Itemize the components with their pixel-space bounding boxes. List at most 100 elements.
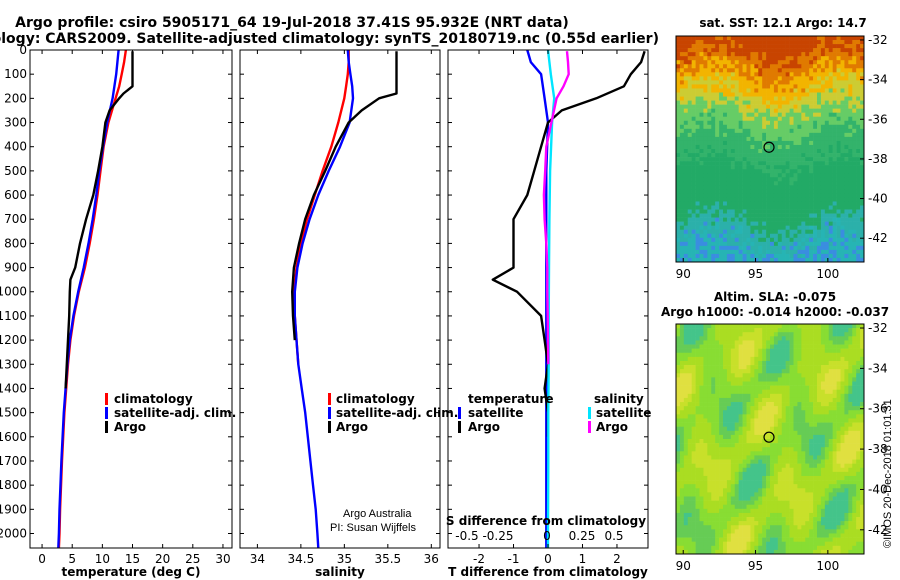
map-cell xyxy=(781,213,786,218)
map-cell xyxy=(695,40,700,45)
map-cell xyxy=(856,140,861,146)
map-cell xyxy=(817,124,822,130)
map-cell xyxy=(817,217,822,222)
map-cell xyxy=(723,488,728,493)
map-cell xyxy=(758,332,763,337)
map-cell xyxy=(762,257,767,263)
map-cell xyxy=(683,402,689,407)
y-tick-label: 600 xyxy=(4,188,27,202)
map-cell xyxy=(754,36,759,41)
map-cell xyxy=(856,100,861,105)
map-cell xyxy=(844,447,849,452)
map-cell xyxy=(824,173,830,178)
map-cell xyxy=(746,40,751,45)
map-cell xyxy=(817,213,822,218)
map-cell xyxy=(762,181,767,186)
map-cell xyxy=(766,213,771,218)
map-cell xyxy=(758,100,763,105)
map-cell xyxy=(766,80,771,85)
map-cell xyxy=(676,80,681,85)
map-cell xyxy=(817,221,822,226)
map-cell xyxy=(770,451,775,456)
map-cell xyxy=(691,205,696,210)
map-cell xyxy=(844,492,849,497)
map-cell xyxy=(777,233,783,239)
map-cell xyxy=(687,161,692,166)
map-cell xyxy=(836,237,841,243)
map-cell xyxy=(762,169,767,174)
map-cell xyxy=(726,108,732,113)
map-cell xyxy=(820,177,826,182)
map-cell xyxy=(840,249,845,255)
map-cell xyxy=(770,422,775,427)
map-cell xyxy=(703,332,708,337)
map-cell xyxy=(805,84,810,89)
map-cell xyxy=(726,430,732,436)
map-cell xyxy=(836,197,841,202)
map-cell xyxy=(789,463,794,469)
map-cell xyxy=(836,225,841,231)
map-cell xyxy=(840,221,845,226)
map-cell xyxy=(793,365,798,370)
map-cell xyxy=(719,365,724,370)
map-cell xyxy=(848,480,853,485)
map-cell xyxy=(734,116,739,122)
map-cell xyxy=(777,237,783,243)
map-cell xyxy=(856,213,861,218)
map-cell xyxy=(691,108,696,113)
map-cell xyxy=(734,447,739,452)
map-cell xyxy=(723,402,728,407)
map-cell xyxy=(852,64,857,69)
map-cell xyxy=(789,451,794,456)
map-cell xyxy=(683,332,689,337)
map-cell xyxy=(699,348,704,354)
map-cell xyxy=(777,348,783,354)
map-cell xyxy=(734,352,739,358)
map-cell xyxy=(699,430,704,436)
map-cell xyxy=(836,112,841,118)
map-cell xyxy=(754,430,759,436)
map-cell xyxy=(711,467,716,473)
map-cell xyxy=(754,475,759,481)
map-cell xyxy=(856,414,861,419)
map-cell xyxy=(770,177,775,182)
map-cell xyxy=(711,324,716,329)
map-cell xyxy=(762,157,767,162)
map-cell xyxy=(754,434,759,440)
map-cell xyxy=(687,48,692,53)
map-cell xyxy=(844,426,849,432)
map-cell xyxy=(773,56,779,61)
map-cell xyxy=(824,72,830,77)
map-cell xyxy=(770,455,775,460)
map-cell xyxy=(836,44,841,49)
map-cell xyxy=(707,213,712,218)
map-cell xyxy=(777,377,783,382)
map-cell xyxy=(687,241,692,247)
map-cell xyxy=(723,360,728,366)
map-cell xyxy=(730,455,736,460)
map-cell xyxy=(738,128,743,134)
map-cell xyxy=(828,169,833,174)
map-cell xyxy=(683,229,689,235)
map-cell xyxy=(773,241,779,247)
map-cell xyxy=(738,430,743,436)
map-cell xyxy=(750,104,755,109)
map-cell xyxy=(820,209,826,214)
map-cell xyxy=(793,434,798,440)
map-cell xyxy=(758,229,763,235)
map-cell xyxy=(719,60,724,65)
map-cell xyxy=(723,177,728,182)
map-cell xyxy=(860,360,865,366)
map-cell xyxy=(711,44,716,49)
map-cell xyxy=(695,439,700,444)
map-cell xyxy=(738,492,743,497)
map-cell xyxy=(817,169,822,174)
map-cell xyxy=(793,245,798,251)
map-cell xyxy=(852,124,857,130)
map-cell xyxy=(738,352,743,358)
map-cell xyxy=(832,92,837,97)
map-cell xyxy=(695,443,700,448)
map-cell xyxy=(766,144,771,150)
map-cell xyxy=(754,140,759,146)
map-cell xyxy=(860,475,865,481)
